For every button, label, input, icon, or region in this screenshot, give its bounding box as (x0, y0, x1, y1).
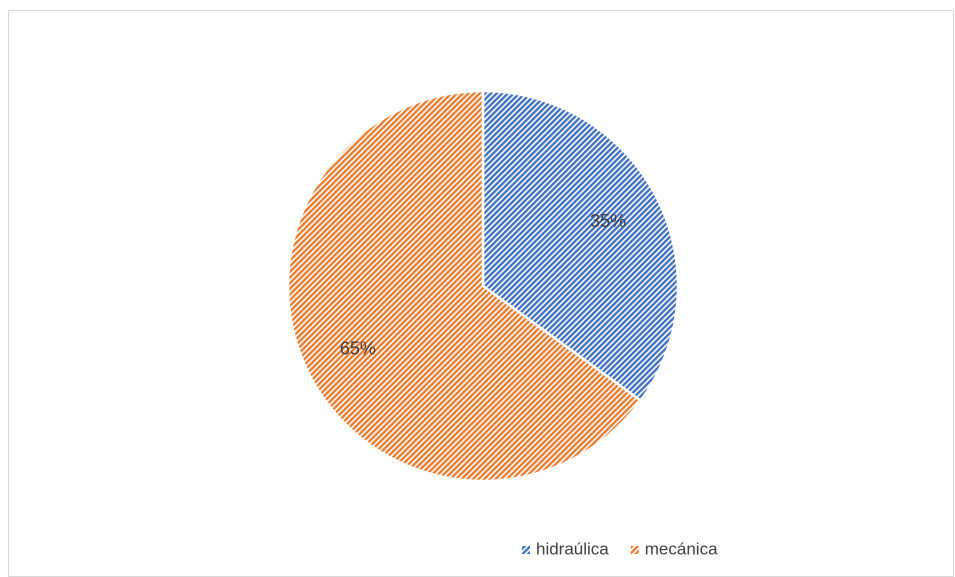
legend-label: mecánica (645, 539, 718, 558)
legend-label: hidraúlica (536, 539, 609, 558)
legend-marker (630, 546, 639, 554)
data-label: 35% (590, 211, 626, 231)
pie-slice (286, 89, 643, 483)
pie-slice (481, 89, 680, 403)
legend-marker (522, 546, 530, 554)
data-label: 65% (340, 338, 376, 358)
